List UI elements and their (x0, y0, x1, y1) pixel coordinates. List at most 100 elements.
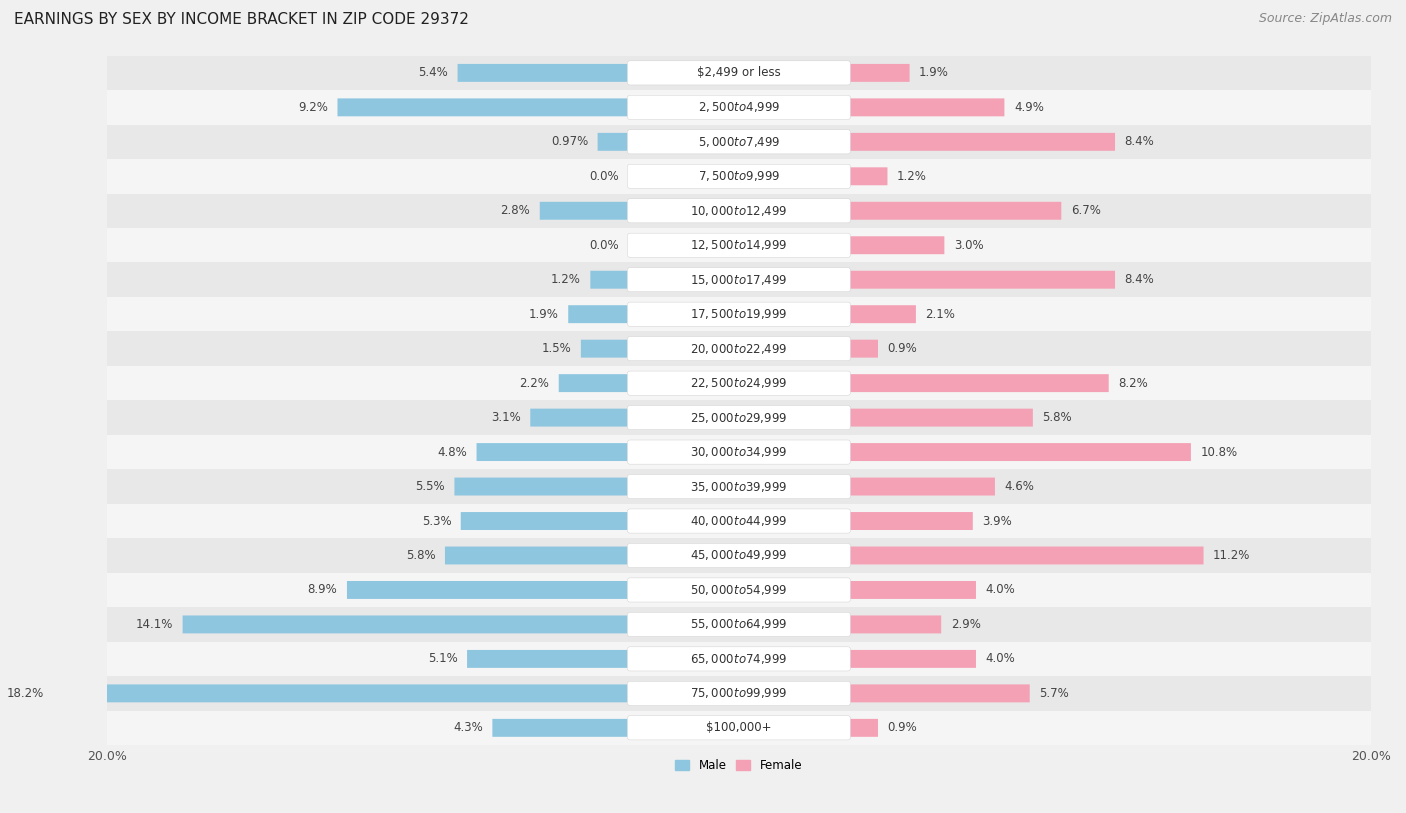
Text: 4.3%: 4.3% (453, 721, 482, 734)
FancyBboxPatch shape (591, 271, 628, 289)
FancyBboxPatch shape (627, 406, 851, 429)
Text: $22,500 to $24,999: $22,500 to $24,999 (690, 376, 787, 390)
Text: 4.6%: 4.6% (1004, 480, 1035, 493)
FancyBboxPatch shape (337, 98, 628, 116)
FancyBboxPatch shape (581, 340, 628, 358)
FancyBboxPatch shape (627, 302, 851, 326)
Text: 8.4%: 8.4% (1125, 273, 1154, 286)
Text: 1.9%: 1.9% (529, 307, 558, 320)
Text: 4.8%: 4.8% (437, 446, 467, 459)
Bar (107, 193, 1371, 228)
FancyBboxPatch shape (457, 64, 628, 82)
Text: 4.0%: 4.0% (986, 652, 1015, 665)
Text: 2.9%: 2.9% (950, 618, 980, 631)
Text: $20,000 to $22,499: $20,000 to $22,499 (690, 341, 787, 355)
Text: $15,000 to $17,499: $15,000 to $17,499 (690, 272, 787, 287)
Text: 3.0%: 3.0% (953, 239, 983, 252)
Text: 5.8%: 5.8% (406, 549, 436, 562)
Text: $17,500 to $19,999: $17,500 to $19,999 (690, 307, 787, 321)
Text: 1.2%: 1.2% (551, 273, 581, 286)
FancyBboxPatch shape (347, 581, 628, 599)
Text: 3.9%: 3.9% (983, 515, 1012, 528)
FancyBboxPatch shape (183, 615, 628, 633)
Text: 4.9%: 4.9% (1014, 101, 1043, 114)
Text: 8.2%: 8.2% (1118, 376, 1147, 389)
FancyBboxPatch shape (627, 267, 851, 292)
Text: $100,000+: $100,000+ (706, 721, 772, 734)
FancyBboxPatch shape (558, 374, 628, 392)
FancyBboxPatch shape (627, 233, 851, 257)
Text: 18.2%: 18.2% (6, 687, 44, 700)
Text: 1.5%: 1.5% (541, 342, 571, 355)
FancyBboxPatch shape (849, 581, 976, 599)
Text: 2.2%: 2.2% (519, 376, 550, 389)
FancyBboxPatch shape (627, 95, 851, 120)
FancyBboxPatch shape (849, 650, 976, 667)
Text: $25,000 to $29,999: $25,000 to $29,999 (690, 411, 787, 424)
Bar (107, 159, 1371, 193)
Text: $12,500 to $14,999: $12,500 to $14,999 (690, 238, 787, 252)
Text: 0.97%: 0.97% (551, 135, 588, 148)
Bar (107, 435, 1371, 469)
Bar (107, 641, 1371, 676)
FancyBboxPatch shape (849, 202, 1062, 220)
Bar (107, 263, 1371, 297)
FancyBboxPatch shape (849, 133, 1115, 150)
Text: 0.9%: 0.9% (887, 342, 917, 355)
Text: $50,000 to $54,999: $50,000 to $54,999 (690, 583, 787, 597)
Bar (107, 90, 1371, 124)
Bar (107, 228, 1371, 263)
FancyBboxPatch shape (467, 650, 628, 667)
FancyBboxPatch shape (627, 337, 851, 361)
FancyBboxPatch shape (849, 64, 910, 82)
FancyBboxPatch shape (492, 719, 628, 737)
FancyBboxPatch shape (849, 237, 945, 254)
Text: 1.2%: 1.2% (897, 170, 927, 183)
Text: 5.1%: 5.1% (427, 652, 457, 665)
Text: $2,499 or less: $2,499 or less (697, 67, 780, 80)
Text: 10.8%: 10.8% (1201, 446, 1237, 459)
FancyBboxPatch shape (627, 681, 851, 706)
FancyBboxPatch shape (627, 164, 851, 189)
FancyBboxPatch shape (849, 340, 877, 358)
FancyBboxPatch shape (849, 546, 1204, 564)
FancyBboxPatch shape (627, 647, 851, 671)
Text: $75,000 to $99,999: $75,000 to $99,999 (690, 686, 787, 700)
FancyBboxPatch shape (849, 443, 1191, 461)
Text: 0.9%: 0.9% (887, 721, 917, 734)
FancyBboxPatch shape (627, 130, 851, 154)
Text: 2.1%: 2.1% (925, 307, 955, 320)
Bar (107, 711, 1371, 745)
Bar (107, 297, 1371, 332)
FancyBboxPatch shape (849, 305, 915, 323)
Text: 5.4%: 5.4% (419, 67, 449, 80)
FancyBboxPatch shape (530, 409, 628, 427)
Bar (107, 504, 1371, 538)
Text: 5.3%: 5.3% (422, 515, 451, 528)
FancyBboxPatch shape (627, 440, 851, 464)
Bar (107, 366, 1371, 400)
FancyBboxPatch shape (540, 202, 628, 220)
Text: 4.0%: 4.0% (986, 584, 1015, 597)
Bar (107, 332, 1371, 366)
FancyBboxPatch shape (461, 512, 628, 530)
FancyBboxPatch shape (849, 374, 1109, 392)
FancyBboxPatch shape (849, 719, 877, 737)
Text: 11.2%: 11.2% (1213, 549, 1250, 562)
FancyBboxPatch shape (849, 685, 1029, 702)
FancyBboxPatch shape (568, 305, 628, 323)
Text: 0.0%: 0.0% (589, 170, 619, 183)
FancyBboxPatch shape (849, 98, 1004, 116)
FancyBboxPatch shape (627, 371, 851, 395)
FancyBboxPatch shape (849, 477, 995, 495)
Text: $35,000 to $39,999: $35,000 to $39,999 (690, 480, 787, 493)
Bar (107, 55, 1371, 90)
Text: 6.7%: 6.7% (1071, 204, 1101, 217)
FancyBboxPatch shape (849, 271, 1115, 289)
FancyBboxPatch shape (477, 443, 628, 461)
Text: $45,000 to $49,999: $45,000 to $49,999 (690, 549, 787, 563)
FancyBboxPatch shape (454, 477, 628, 495)
Text: 5.8%: 5.8% (1042, 411, 1071, 424)
Text: $5,000 to $7,499: $5,000 to $7,499 (697, 135, 780, 149)
Text: 5.7%: 5.7% (1039, 687, 1069, 700)
